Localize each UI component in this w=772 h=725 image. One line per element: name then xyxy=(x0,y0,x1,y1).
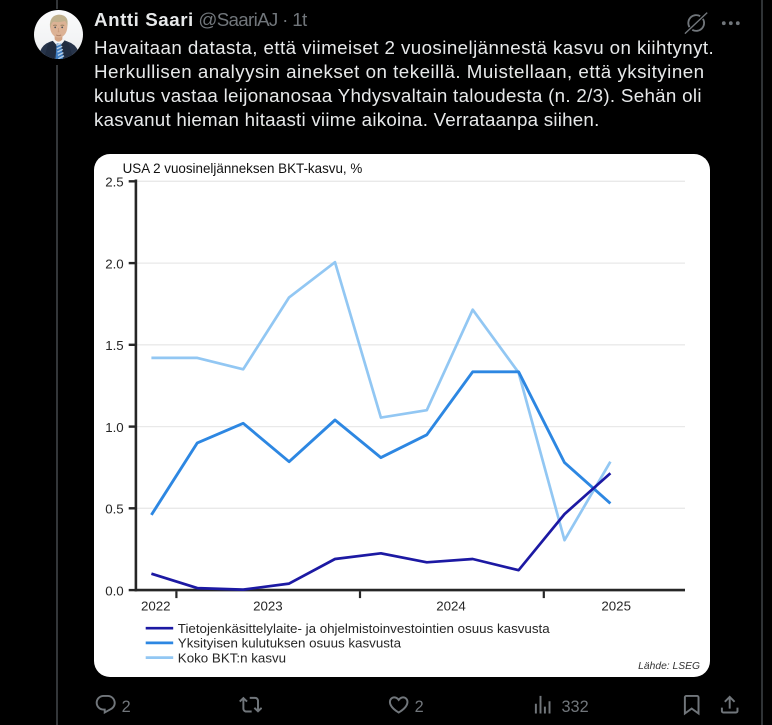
svg-text:0.5: 0.5 xyxy=(105,501,124,516)
svg-text:1.5: 1.5 xyxy=(105,338,124,353)
svg-text:USA 2 vuosineljänneksen BKT-ka: USA 2 vuosineljänneksen BKT-kasvu, % xyxy=(123,160,363,175)
svg-text:2.0: 2.0 xyxy=(105,256,124,271)
svg-text:Tietojenkäsittelylaite- ja ohj: Tietojenkäsittelylaite- ja ohjelmistoinv… xyxy=(178,621,550,636)
svg-text:2023: 2023 xyxy=(253,598,283,613)
svg-text:2022: 2022 xyxy=(141,598,171,613)
svg-text:2.5: 2.5 xyxy=(105,174,124,189)
svg-text:Koko BKT:n kasvu: Koko BKT:n kasvu xyxy=(178,650,286,665)
svg-text:Yksityisen kulutuksen osuus ka: Yksityisen kulutuksen osuus kasvusta xyxy=(178,635,402,650)
svg-text:2025: 2025 xyxy=(601,598,631,613)
svg-text:1.0: 1.0 xyxy=(105,419,124,434)
svg-text:0.0: 0.0 xyxy=(105,583,124,598)
svg-text:Lähde: LSEG: Lähde: LSEG xyxy=(638,661,700,672)
svg-text:2024: 2024 xyxy=(436,598,466,613)
